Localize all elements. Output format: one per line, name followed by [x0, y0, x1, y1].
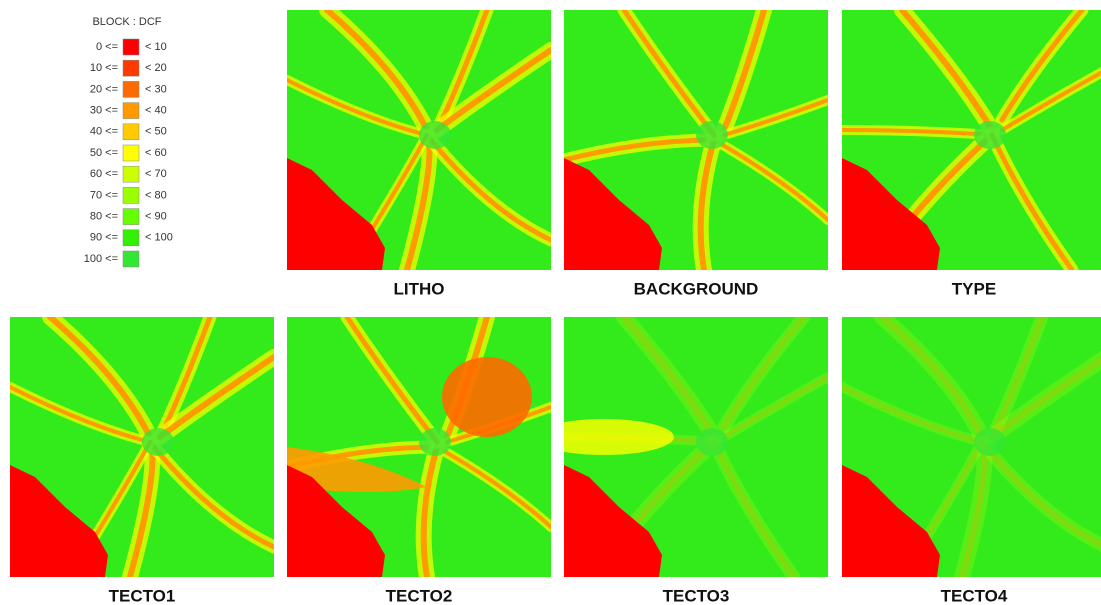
legend-from: 30 <=: [90, 105, 118, 117]
legend-from: 50 <=: [90, 147, 118, 159]
legend-to: < 90: [145, 211, 167, 223]
legend-to: < 20: [145, 62, 167, 74]
legend-from: 70 <=: [90, 189, 118, 201]
legend-swatch: [123, 187, 139, 203]
map-image: [287, 317, 551, 577]
map-centre: [974, 121, 1006, 149]
figure: BLOCK : DCF 0 <= < 10 10 <= < 20 20 <= < 30 30…: [0, 0, 1101, 605]
map-panel: TECTO4: [842, 317, 1101, 605]
legend-to: < 30: [145, 83, 167, 95]
map-centre: [419, 428, 451, 456]
panel-label: TECTO2: [386, 586, 453, 605]
map-panel: LITHO: [287, 10, 551, 298]
legend-swatch: [123, 166, 139, 182]
panel-label: TECTO4: [941, 586, 1008, 605]
map-image: [842, 10, 1101, 270]
panel-label: BACKGROUND: [634, 279, 759, 298]
map-panel: TYPE: [842, 10, 1101, 298]
legend-swatch: [123, 39, 139, 55]
map-centre: [419, 121, 451, 149]
legend-from: 10 <=: [90, 62, 118, 74]
legend-to: < 50: [145, 126, 167, 138]
legend-from: 0 <=: [96, 41, 118, 53]
legend-swatch: [123, 124, 139, 140]
legend-swatch: [123, 60, 139, 76]
map-panel: TECTO2: [287, 317, 551, 605]
panel-label: TECTO1: [109, 586, 176, 605]
legend-from: 20 <=: [90, 83, 118, 95]
legend-to: < 80: [145, 189, 167, 201]
panel-label: TECTO3: [663, 586, 730, 605]
map-blob: [534, 419, 674, 455]
map-blob: [442, 357, 532, 437]
panel-label: TYPE: [952, 279, 996, 298]
map-image: [842, 317, 1101, 577]
figure-canvas: BLOCK : DCF 0 <= < 10 10 <= < 20 20 <= < 30 30…: [0, 0, 1101, 605]
legend-swatch: [123, 251, 139, 267]
legend-swatch: [123, 145, 139, 161]
legend-from: 90 <=: [90, 232, 118, 244]
legend-to: < 60: [145, 147, 167, 159]
legend-title: BLOCK : DCF: [92, 16, 161, 28]
map-centre: [142, 428, 174, 456]
legend-swatch: [123, 103, 139, 119]
legend-swatch: [123, 209, 139, 225]
legend-from: 80 <=: [90, 211, 118, 223]
map-panel: TECTO3: [534, 317, 828, 605]
legend-from: 40 <=: [90, 126, 118, 138]
legend-to: < 10: [145, 41, 167, 53]
panel-label: LITHO: [394, 279, 445, 298]
legend-swatch: [123, 230, 139, 246]
map-image: [10, 317, 274, 577]
map-image: [534, 317, 828, 577]
map-centre: [974, 428, 1006, 456]
map-image: [287, 10, 551, 270]
legend-to: < 40: [145, 105, 167, 117]
map-panel: BACKGROUND: [564, 10, 828, 298]
legend-swatch: [123, 81, 139, 97]
map-image: [564, 10, 828, 270]
legend-to: < 100: [145, 232, 173, 244]
map-panel: TECTO1: [10, 317, 274, 605]
map-centre: [696, 121, 728, 149]
map-centre: [696, 428, 728, 456]
legend-to: < 70: [145, 168, 167, 180]
legend-from: 100 <=: [84, 253, 118, 265]
legend-from: 60 <=: [90, 168, 118, 180]
